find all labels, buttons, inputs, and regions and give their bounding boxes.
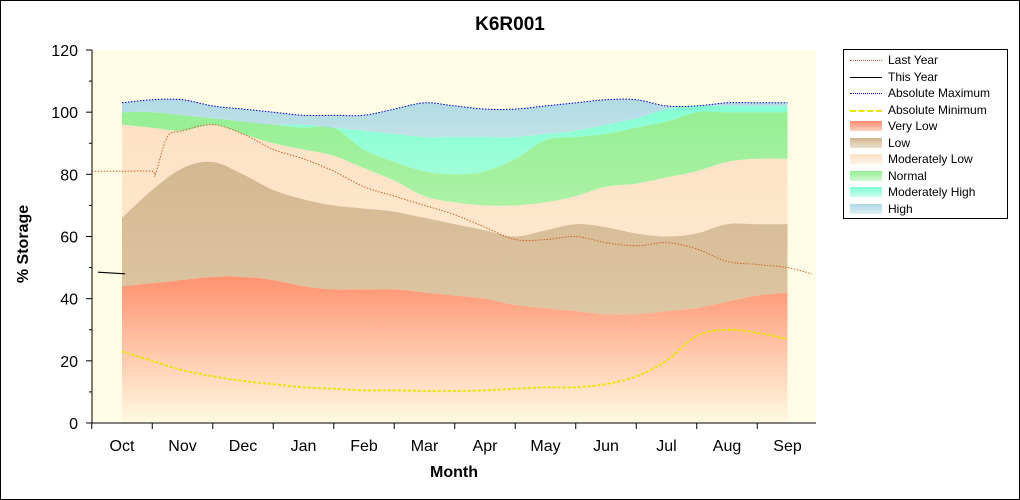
legend-item: This Year bbox=[850, 69, 1005, 85]
legend-item: Moderately High bbox=[850, 184, 1005, 200]
band-normal bbox=[122, 111, 788, 206]
legend-swatch bbox=[850, 170, 882, 181]
x-tick-label-apr: Apr bbox=[473, 438, 499, 455]
band-moderately-low bbox=[122, 124, 788, 237]
y-tick-label-0: 0 bbox=[69, 416, 78, 433]
y-tick-label-60: 60 bbox=[60, 230, 78, 247]
legend-label: This Year bbox=[888, 69, 939, 84]
y-tick-label-40: 40 bbox=[60, 292, 78, 309]
legend-item: Absolute Maximum bbox=[850, 85, 1005, 101]
band-low bbox=[122, 161, 788, 315]
series-lines bbox=[91, 98, 812, 393]
legend-label: Absolute Maximum bbox=[888, 86, 991, 100]
legend-item: Very Low bbox=[850, 118, 1005, 134]
band-areas bbox=[122, 99, 788, 423]
series-this-year bbox=[97, 271, 126, 275]
legend-swatch bbox=[850, 154, 882, 164]
legend-swatch bbox=[850, 203, 882, 214]
legend-item: High bbox=[850, 201, 1005, 217]
legend-label: Low bbox=[888, 135, 911, 150]
legend-swatch bbox=[850, 137, 882, 148]
x-tick-label-jul: Jul bbox=[656, 438, 676, 455]
chart-title: K6R001 bbox=[475, 14, 545, 35]
legend-swatch bbox=[850, 60, 882, 61]
x-tick-label-mar: Mar bbox=[411, 438, 439, 455]
x-tick-label-jan: Jan bbox=[291, 438, 317, 455]
legend-label: Last Year bbox=[888, 53, 939, 67]
legend: Last Year This Year Absolute Maximum Absolu… bbox=[843, 49, 1008, 219]
y-tick-label-120: 120 bbox=[51, 43, 78, 60]
legend-swatch bbox=[850, 109, 882, 112]
legend-swatch bbox=[850, 121, 882, 131]
band-high bbox=[122, 99, 788, 138]
legend-swatch bbox=[850, 187, 882, 197]
legend-swatch bbox=[850, 93, 882, 94]
legend-item: Moderately Low bbox=[850, 151, 1005, 167]
series-last-year bbox=[91, 124, 812, 275]
x-tick-label-oct: Oct bbox=[110, 438, 135, 455]
series-absolute-minimum bbox=[121, 328, 788, 393]
x-tick-label-jun: Jun bbox=[593, 438, 619, 455]
legend-label: Normal bbox=[888, 168, 927, 183]
legend-label: Very Low bbox=[888, 119, 938, 133]
legend-label: Moderately Low bbox=[888, 152, 973, 166]
legend-item: Low bbox=[850, 135, 1005, 151]
y-tick-label-20: 20 bbox=[60, 354, 78, 371]
x-tick-label-dec: Dec bbox=[229, 438, 257, 455]
x-axis-label: Month bbox=[430, 464, 478, 481]
legend-item: Absolute Minimum bbox=[850, 102, 1005, 118]
x-tick-label-sep: Sep bbox=[773, 438, 802, 455]
y-tick-label-100: 100 bbox=[51, 105, 78, 122]
legend-label: Moderately High bbox=[888, 185, 976, 199]
legend-item: Last Year bbox=[850, 52, 1005, 68]
y-tick-label-80: 80 bbox=[60, 167, 78, 184]
band-moderately-high bbox=[122, 105, 788, 175]
x-tick-label-may: May bbox=[530, 438, 560, 455]
legend-label: Absolute Minimum bbox=[888, 102, 987, 117]
x-tick-label-feb: Feb bbox=[350, 438, 378, 455]
legend-item: Normal bbox=[850, 168, 1005, 184]
axes: 0 20 40 60 80 100 120 Oct Nov Dec Jan Feb Mar Apr May J… bbox=[51, 43, 816, 455]
legend-swatch bbox=[850, 76, 882, 78]
legend-label: High bbox=[888, 201, 913, 216]
x-tick-label-nov: Nov bbox=[168, 438, 196, 455]
x-tick-label-aug: Aug bbox=[713, 438, 741, 455]
